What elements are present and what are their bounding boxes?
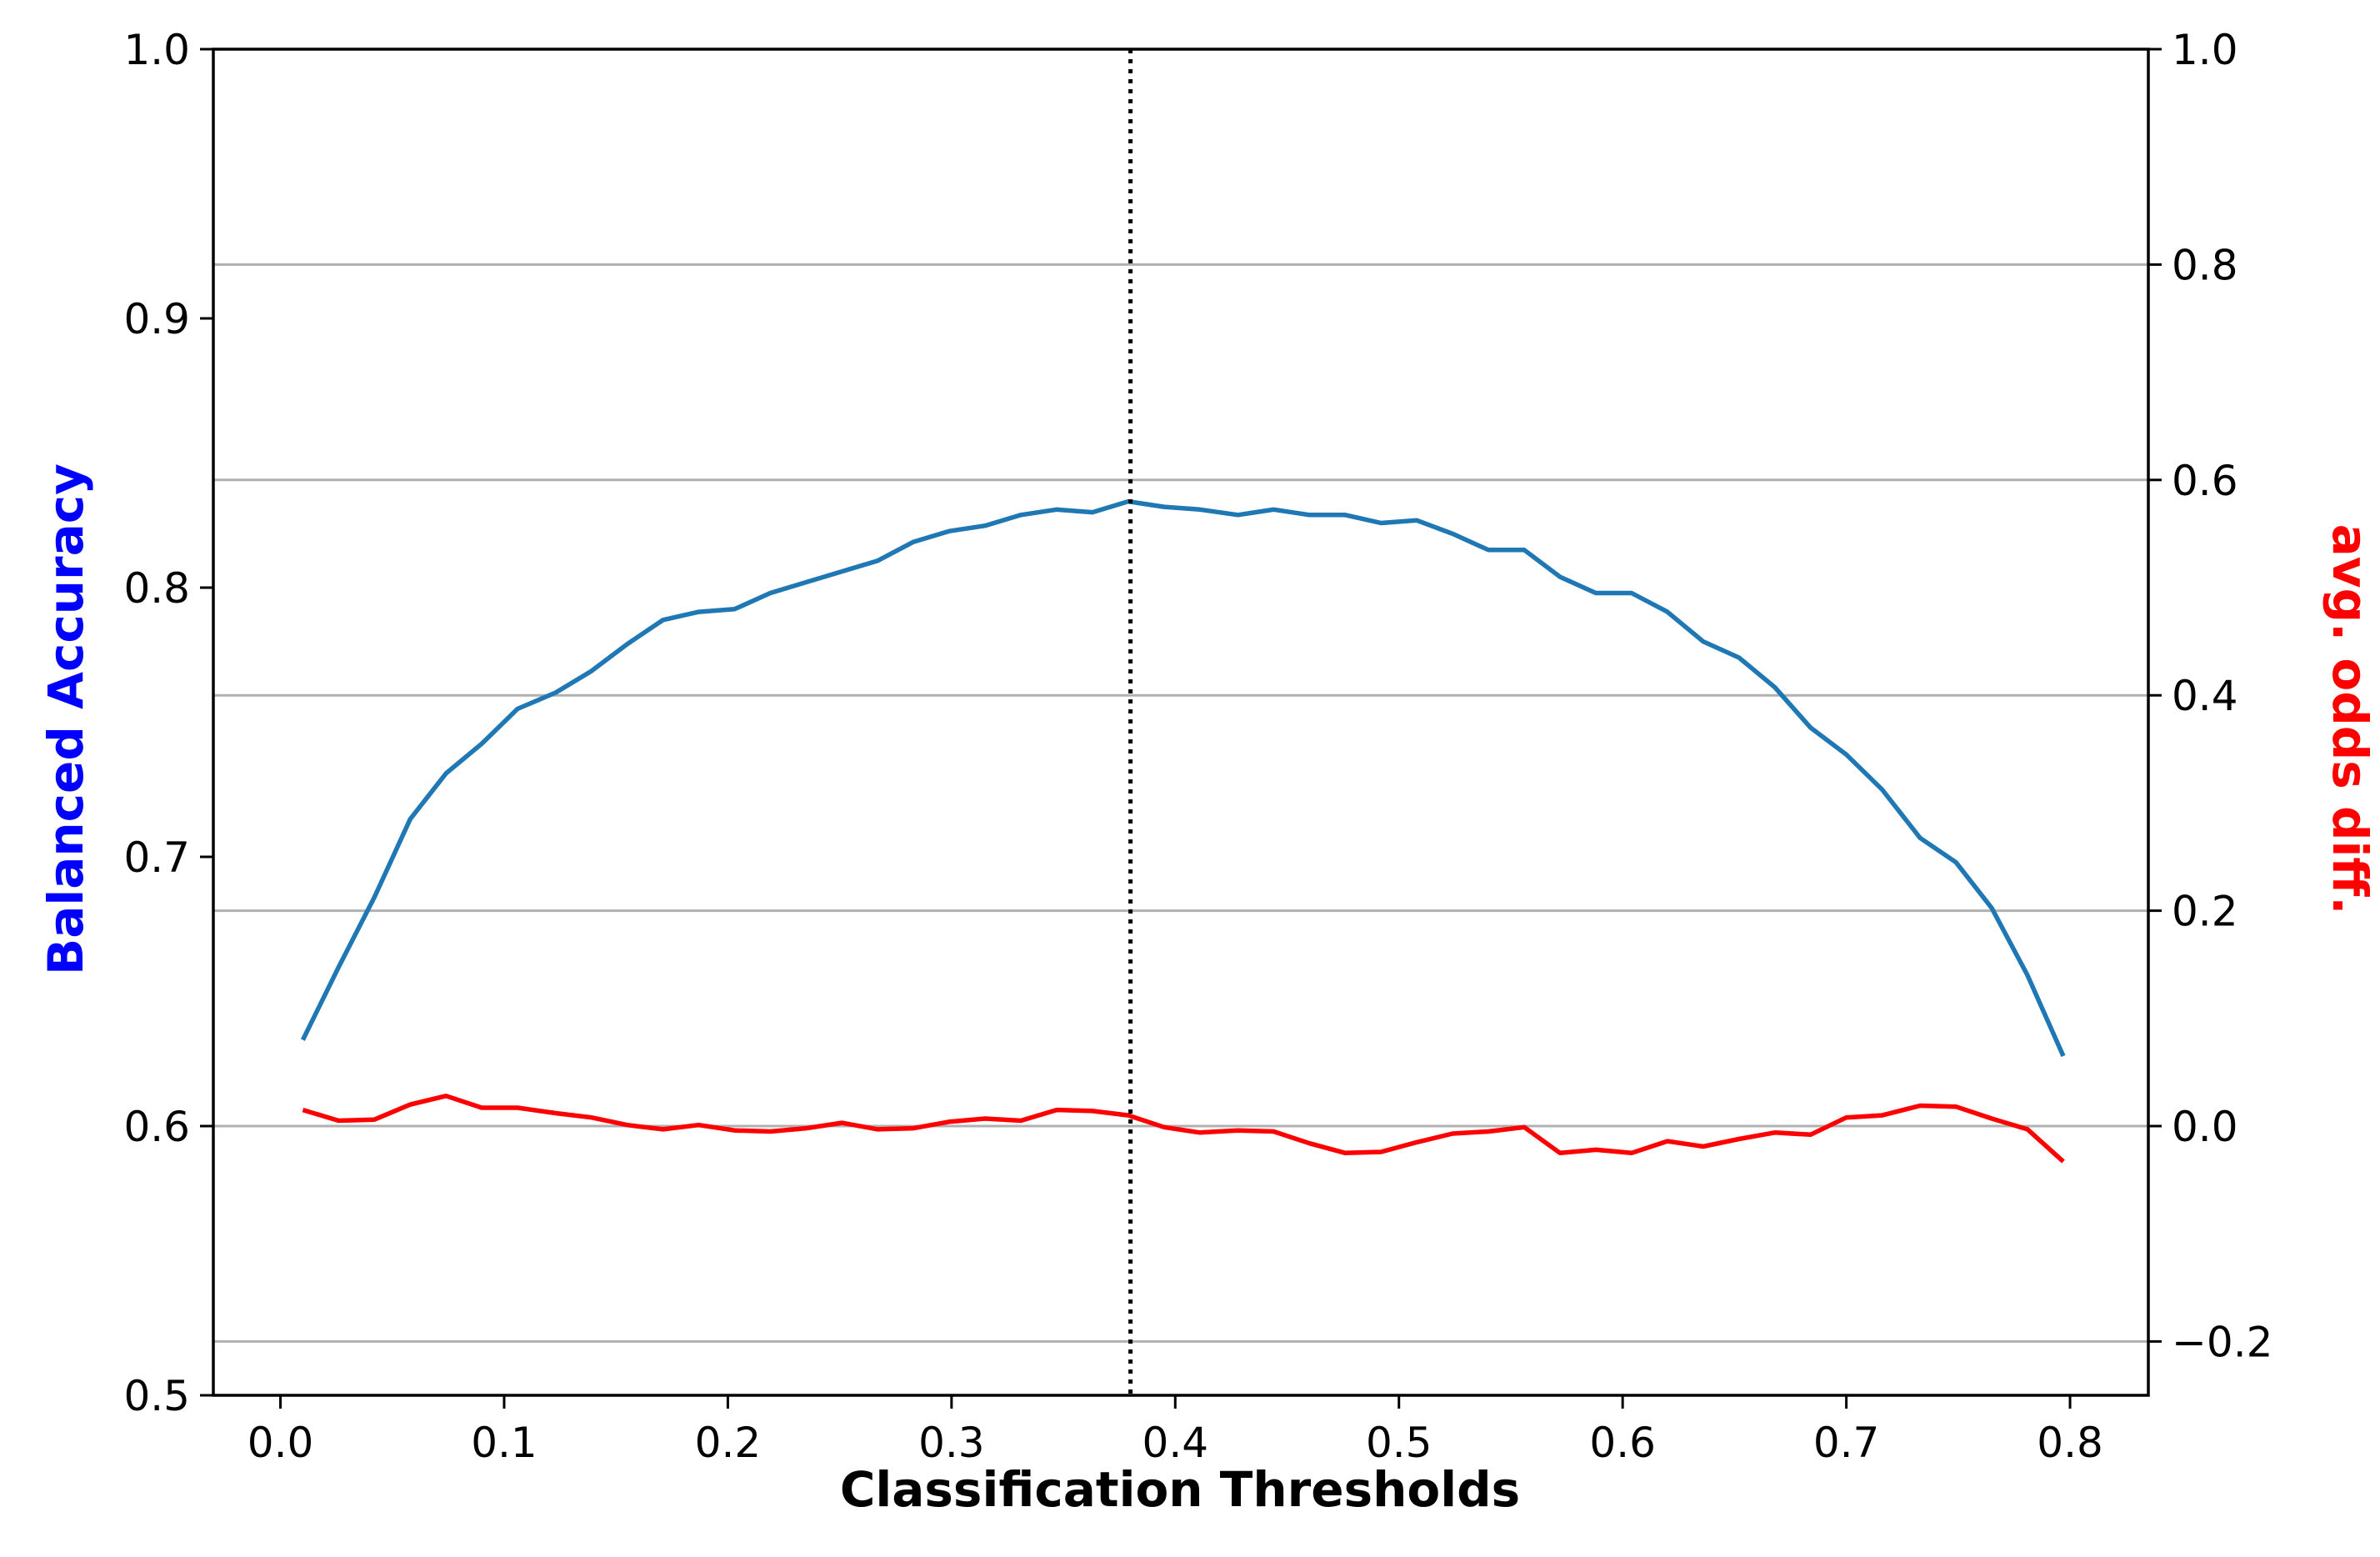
x-tick-label: 0.6 [1589,1419,1656,1467]
plot-frame [212,48,2150,1397]
x-tick-label: 0.1 [471,1419,538,1467]
right-y-tick-label: 0.2 [2172,888,2238,936]
right-y-axis-title: avg. odds diff. [2322,524,2378,915]
avg-odds-diff-line [302,1094,2065,1164]
left-y-tick-label: 0.5 [123,1372,190,1420]
right-y-tick-label: −0.2 [2172,1318,2272,1366]
left-y-tick-label: 0.8 [123,564,190,613]
right-y-tick-label: 0.6 [2172,457,2238,505]
x-tick-label: 0.8 [2037,1419,2103,1467]
left-y-tick-label: 0.9 [123,295,190,343]
x-tick-label: 0.5 [1366,1419,1432,1467]
right-y-tick-label: 0.4 [2172,672,2238,720]
x-tick-label: 0.3 [918,1419,985,1467]
axis-labels: Classification Thresholds Balanced Accur… [38,463,2378,1518]
left-y-tick-label: 0.6 [123,1103,190,1151]
right-y-tick-label: 1.0 [2172,26,2238,74]
x-axis-title: Classification Thresholds [840,1461,1520,1518]
right-y-tick-label: 0.8 [2172,241,2238,289]
x-tick-label: 0.7 [1813,1419,1880,1467]
data-lines [300,49,2066,1395]
axis-ticks: 0.0 0.1 0.2 0.3 0.4 0.5 0.6 0.7 0.8 0.5 0.6 0.7 0.8 0… [123,26,2272,1467]
right-y-tick-label: 0.0 [2172,1103,2238,1151]
left-y-axis-title: Balanced Accuracy [38,463,94,975]
balanced-accuracy-line [300,498,2066,1058]
x-tick-label: 0.2 [695,1419,762,1467]
x-tick-label: 0.0 [248,1419,314,1467]
left-y-tick-label: 1.0 [123,26,190,74]
axes-frame [212,48,2150,1397]
x-tick-label: 0.4 [1142,1419,1209,1467]
gridlines [213,263,2148,1343]
left-y-tick-label: 0.7 [123,834,190,882]
